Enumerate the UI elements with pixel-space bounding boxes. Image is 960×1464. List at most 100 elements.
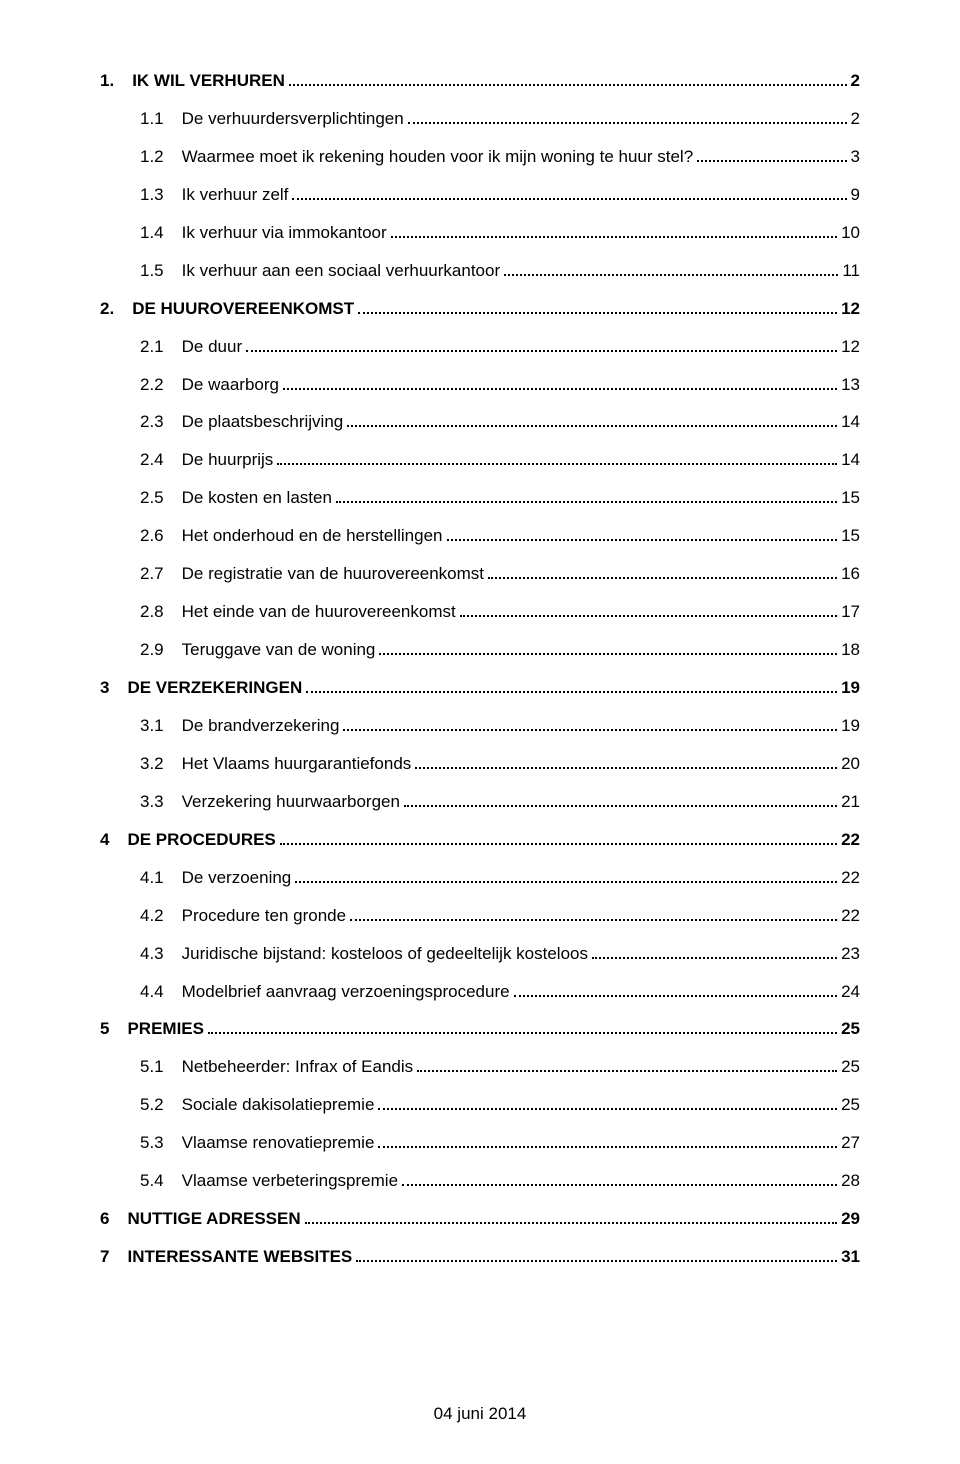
- toc-entry-title: Teruggave van de woning: [182, 639, 376, 662]
- toc-entry-title: De brandverzekering: [182, 715, 340, 738]
- toc-entry-page: 11: [842, 260, 860, 283]
- toc-entry-page: 23: [841, 943, 860, 966]
- toc-entry: 2.5De kosten en lasten15: [100, 487, 860, 510]
- toc-entry-page: 25: [841, 1056, 860, 1079]
- toc-entry: 3.1De brandverzekering19: [100, 715, 860, 738]
- toc-entry-page: 15: [841, 487, 860, 510]
- toc-leader-dots: [347, 425, 837, 427]
- toc-entry-page: 28: [841, 1170, 860, 1193]
- toc-entry-page: 20: [841, 753, 860, 776]
- toc-entry-title: PREMIES: [127, 1018, 204, 1041]
- toc-entry: 1.1De verhuurdersverplichtingen2: [100, 108, 860, 131]
- toc-leader-dots: [417, 1070, 837, 1072]
- toc-entry: 4.3Juridische bijstand: kosteloos of ged…: [100, 943, 860, 966]
- toc-leader-dots: [514, 995, 838, 997]
- toc-entry-title: DE VERZEKERINGEN: [127, 677, 302, 700]
- toc-entry-page: 21: [841, 791, 860, 814]
- toc-entry: 3.3Verzekering huurwaarborgen21: [100, 791, 860, 814]
- toc-entry-title: De verzoening: [182, 867, 292, 890]
- toc-entry: 3.2Het Vlaams huurgarantiefonds 20: [100, 753, 860, 776]
- toc-entry-title: Ik verhuur zelf: [182, 184, 289, 207]
- toc-leader-dots: [336, 501, 837, 503]
- toc-leader-dots: [378, 1108, 837, 1110]
- toc-leader-dots: [408, 122, 847, 124]
- toc-entry-title: DE PROCEDURES: [127, 829, 275, 852]
- toc-entry-title: De plaatsbeschrijving: [182, 411, 344, 434]
- toc-leader-dots: [208, 1032, 837, 1034]
- toc-entry-page: 25: [841, 1018, 860, 1041]
- toc-entry-number: 1.4: [140, 222, 182, 245]
- toc-entry-title: DE HUUROVEREENKOMST: [132, 298, 354, 321]
- toc-entry-number: 2.3: [140, 411, 182, 434]
- toc-entry-title: Het Vlaams huurgarantiefonds: [182, 753, 412, 776]
- toc-entry-number: 5.4: [140, 1170, 182, 1193]
- toc-leader-dots: [488, 577, 837, 579]
- toc-entry-number: 1.5: [140, 260, 182, 283]
- toc-entry-number: 4.4: [140, 981, 182, 1004]
- toc-leader-dots: [447, 539, 838, 541]
- toc-leader-dots: [305, 1222, 837, 1224]
- toc-entry-page: 3: [851, 146, 860, 169]
- toc-leader-dots: [391, 236, 837, 238]
- toc-entry-number: 2.2: [140, 374, 182, 397]
- toc-leader-dots: [280, 843, 837, 845]
- toc-entry-number: 3: [100, 677, 127, 700]
- toc-entry-number: 7: [100, 1246, 127, 1269]
- toc-entry: 5.2Sociale dakisolatiepremie25: [100, 1094, 860, 1117]
- toc-leader-dots: [289, 84, 847, 86]
- toc-entry-page: 25: [841, 1094, 860, 1117]
- footer-date: 04 juni 2014: [0, 1404, 960, 1424]
- toc-entry-title: Modelbrief aanvraag verzoeningsprocedure: [182, 981, 510, 1004]
- toc-leader-dots: [404, 805, 837, 807]
- toc-entry: 7INTERESSANTE WEBSITES31: [100, 1246, 860, 1269]
- toc-entry: 5.3Vlaamse renovatiepremie27: [100, 1132, 860, 1155]
- toc-entry: 2.9Teruggave van de woning 18: [100, 639, 860, 662]
- toc-entry: 1.3Ik verhuur zelf9: [100, 184, 860, 207]
- toc-leader-dots: [592, 957, 837, 959]
- toc-entry-page: 18: [841, 639, 860, 662]
- toc-entry-page: 22: [841, 905, 860, 928]
- toc-entry-number: 2.: [100, 298, 132, 321]
- toc-leader-dots: [379, 653, 837, 655]
- toc-leader-dots: [460, 615, 837, 617]
- table-of-contents: 1.IK WIL VERHUREN2 1.1De verhuurdersverpl…: [100, 70, 860, 1269]
- toc-entry-number: 2.9: [140, 639, 182, 662]
- toc-entry-title: De duur: [182, 336, 242, 359]
- toc-entry-page: 9: [851, 184, 860, 207]
- toc-entry: 1.IK WIL VERHUREN2: [100, 70, 860, 93]
- toc-leader-dots: [697, 160, 846, 162]
- toc-entry-title: De huurprijs: [182, 449, 274, 472]
- toc-leader-dots: [277, 463, 837, 465]
- toc-entry-title: Het onderhoud en de herstellingen: [182, 525, 443, 548]
- toc-entry: 2.DE HUUROVEREENKOMST12: [100, 298, 860, 321]
- toc-entry-number: 4.1: [140, 867, 182, 890]
- toc-entry: 2.1De duur12: [100, 336, 860, 359]
- toc-entry-title: Vlaamse verbeteringspremie: [182, 1170, 398, 1193]
- toc-entry-page: 14: [841, 449, 860, 472]
- toc-entry: 2.6Het onderhoud en de herstellingen15: [100, 525, 860, 548]
- toc-leader-dots: [306, 691, 837, 693]
- toc-entry-page: 15: [841, 525, 860, 548]
- toc-entry-number: 1.1: [140, 108, 182, 131]
- toc-entry: 2.2De waarborg13: [100, 374, 860, 397]
- toc-entry-title: De waarborg: [182, 374, 279, 397]
- toc-leader-dots: [246, 350, 837, 352]
- toc-entry-number: 3.2: [140, 753, 182, 776]
- toc-entry-title: Waarmee moet ik rekening houden voor ik …: [182, 146, 694, 169]
- toc-entry-page: 22: [841, 867, 860, 890]
- toc-entry-page: 24: [841, 981, 860, 1004]
- toc-entry-page: 27: [841, 1132, 860, 1155]
- toc-entry-title: Vlaamse renovatiepremie: [182, 1132, 375, 1155]
- toc-entry: 4.4Modelbrief aanvraag verzoeningsproced…: [100, 981, 860, 1004]
- toc-entry-number: 2.5: [140, 487, 182, 510]
- toc-entry: 2.3De plaatsbeschrijving14: [100, 411, 860, 434]
- toc-entry-number: 1.: [100, 70, 132, 93]
- toc-entry: 4DE PROCEDURES22: [100, 829, 860, 852]
- toc-leader-dots: [356, 1260, 837, 1262]
- toc-entry: 1.5Ik verhuur aan een sociaal verhuurkan…: [100, 260, 860, 283]
- toc-entry-title: Netbeheerder: Infrax of Eandis: [182, 1056, 414, 1079]
- toc-entry-number: 6: [100, 1208, 127, 1231]
- toc-entry-page: 16: [841, 563, 860, 586]
- toc-entry-page: 2: [851, 108, 860, 131]
- toc-entry-page: 2: [851, 70, 860, 93]
